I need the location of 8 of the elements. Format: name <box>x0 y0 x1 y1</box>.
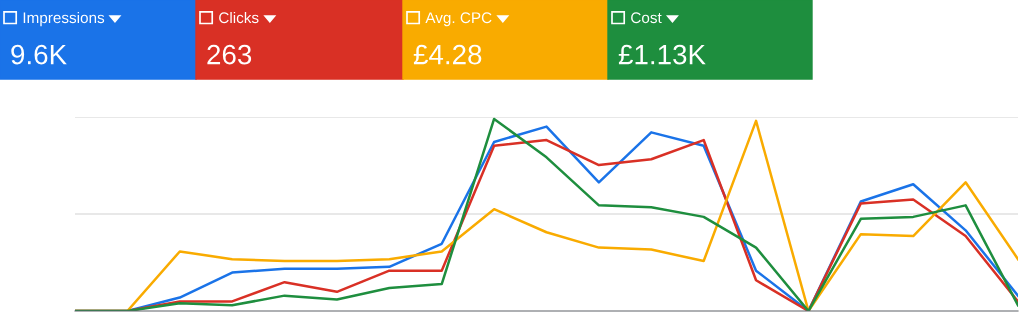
legend-label: Impressions <box>23 11 105 27</box>
legend-label: Clicks <box>219 11 259 24</box>
legend-label: Cost <box>631 12 662 24</box>
legend-label: Avg. CPC <box>425 12 492 27</box>
text: £1.13K <box>618 44 706 65</box>
text: 9.6K <box>11 44 67 65</box>
text: 263 <box>207 44 252 65</box>
text: £4.28 <box>413 44 482 65</box>
